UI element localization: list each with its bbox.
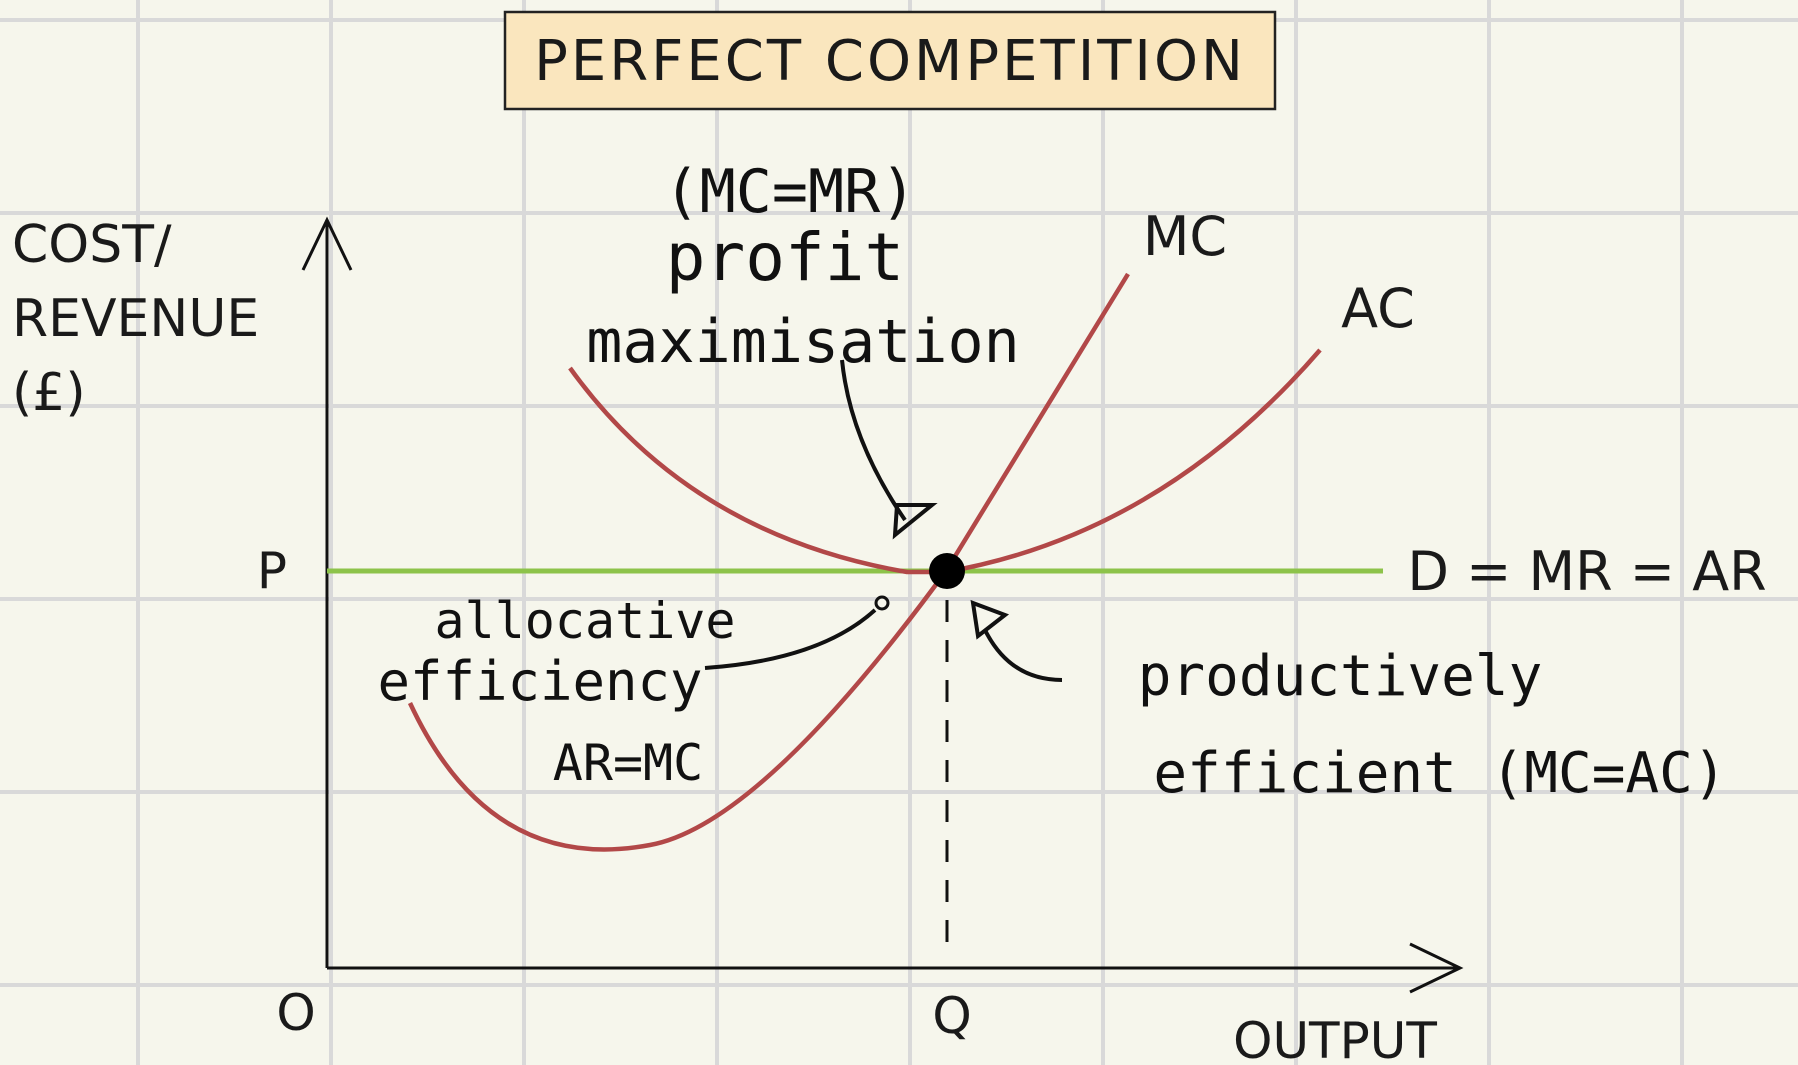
allocative-arrow: [704, 608, 877, 670]
y-axis-label-line-2: REVENUE: [12, 289, 259, 349]
price-label: P: [257, 542, 287, 600]
demand-label: D = MR = AR: [1407, 540, 1766, 603]
x-axis-arrow: [1409, 942, 1464, 994]
title-box: [503, 10, 1277, 111]
efficiency-text: efficiency: [377, 650, 702, 713]
maximisation-text: maximisation: [586, 307, 1019, 377]
chart-title: PERFECT COMPETITION: [534, 29, 1246, 94]
profit-arrow-head: [892, 503, 938, 540]
profit-arrow: [840, 359, 907, 522]
allocative-arrow-tip: [874, 595, 890, 611]
productive-arrow: [983, 629, 1063, 682]
ar-equals-mc-text: AR=MC: [553, 734, 704, 792]
x-axis-label: OUTPUT: [1233, 1012, 1437, 1065]
equilibrium-point: [929, 553, 965, 589]
origin-label: O: [276, 984, 315, 1042]
productively-text: productively: [1138, 644, 1543, 709]
ac-label: AC: [1341, 277, 1415, 340]
profit-condition-text: (MC=MR): [664, 157, 917, 227]
mc-curve: [407, 272, 1130, 852]
axes: [301, 216, 1464, 994]
allocative-text: allocative: [434, 592, 735, 650]
mc-label: MC: [1143, 205, 1227, 268]
efficient-text: efficient (MC=AC): [1153, 741, 1726, 806]
quantity-label: Q: [932, 987, 971, 1045]
y-axis-arrow: [301, 216, 353, 271]
productive-arrow-head: [970, 599, 1010, 640]
profit-text: profit: [666, 219, 904, 296]
y-axis-label-line-3: (£): [12, 363, 86, 423]
y-axis-label-line-1: COST/: [12, 215, 172, 275]
